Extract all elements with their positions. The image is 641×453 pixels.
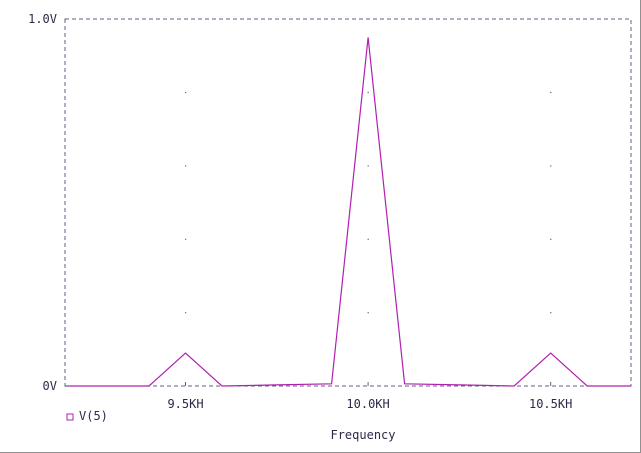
y-tick-label: 0V	[43, 379, 57, 393]
grid-dot	[367, 165, 369, 167]
grid-dot	[550, 91, 552, 94]
grid-layer	[185, 91, 552, 314]
grid-dot	[550, 312, 552, 314]
y-axis: 0V 1.0V	[28, 12, 69, 393]
legend-marker	[66, 413, 74, 421]
grid-dot	[367, 312, 369, 314]
grid-dot	[185, 91, 187, 94]
series-layer	[65, 37, 631, 387]
series-line	[65, 37, 631, 387]
x-tick-label: 10.5KH	[529, 397, 572, 411]
plot-border	[64, 18, 632, 387]
grid-dot	[367, 91, 369, 94]
x-tick-label: 10.0KH	[346, 397, 389, 411]
legend-label: V(5)	[79, 409, 108, 423]
grid-dot	[185, 165, 187, 167]
grid-dot	[185, 238, 187, 240]
grid-dot	[185, 312, 187, 314]
legend: V(5)	[66, 409, 108, 423]
grid-dot	[367, 238, 369, 240]
x-tick-label: 9.5KH	[167, 397, 203, 411]
x-axis: 9.5KH 10.0KH 10.5KH	[167, 382, 572, 411]
y-tick-label: 1.0V	[28, 12, 57, 26]
grid-dot	[550, 165, 552, 167]
x-axis-title: Frequency	[330, 428, 395, 442]
grid-dot	[550, 238, 552, 240]
